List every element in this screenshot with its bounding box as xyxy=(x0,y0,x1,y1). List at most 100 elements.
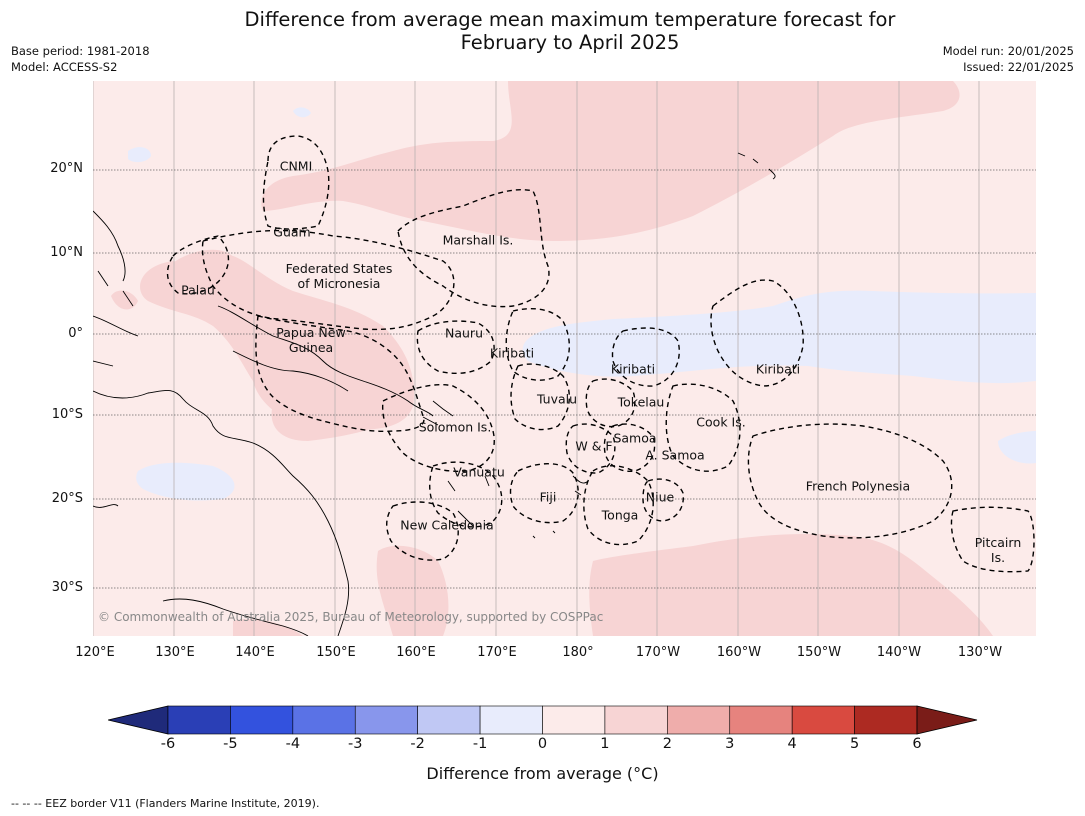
region-label-fsm: Federated States of Micronesia xyxy=(285,261,393,291)
region-label-solomon: Solomon Is. xyxy=(418,419,492,435)
region-label-niue: Niue xyxy=(645,489,675,505)
eez-fsm xyxy=(201,229,455,331)
eez-footnote: -- -- -- EEZ border V11 (Flanders Marine… xyxy=(11,797,320,810)
page-title: Difference from average mean maximum tem… xyxy=(0,8,1085,54)
colorbar-segment xyxy=(417,705,481,735)
eez-tonga xyxy=(583,465,654,546)
eez-solomon xyxy=(381,384,495,473)
eez-kiribati-west xyxy=(505,308,570,381)
colorbar-tick-label: -4 xyxy=(285,736,301,752)
lat-label-0: 0° xyxy=(68,326,83,341)
eez-samoa xyxy=(603,423,656,473)
base-period: Base period: 1981-2018 xyxy=(11,44,150,58)
new-guinea-south xyxy=(232,350,349,392)
eez-cnmi xyxy=(262,135,330,230)
colorbar-tick-label: 5 xyxy=(849,736,860,752)
colorbar-tick-label: -6 xyxy=(160,736,176,752)
region-label-cook: Cook Is. xyxy=(696,414,746,430)
lon-label-140w: 140°W xyxy=(876,645,922,660)
australia-west xyxy=(93,504,119,508)
region-label-marshall: Marshall Is. xyxy=(442,232,514,248)
eez-kiribati-east xyxy=(710,279,804,387)
colorbar-segment xyxy=(542,705,606,735)
warm-anomaly-png xyxy=(140,254,414,430)
lon-label-170w: 170°W xyxy=(635,645,681,660)
eez-marshall xyxy=(397,189,550,308)
colorbar-tick-label: 0 xyxy=(537,736,548,752)
philippines-coast xyxy=(93,210,134,307)
region-label-cnmi: CNMI xyxy=(279,158,313,174)
map-canvas xyxy=(93,81,1036,636)
region-label-pitcairn: Pitcairn Is. xyxy=(974,535,1022,565)
meta-right: Model run: 20/01/2025 Issued: 22/01/2025 xyxy=(943,43,1074,75)
colorbar-segment xyxy=(479,705,543,735)
region-label-tokelau: Tokelau xyxy=(617,394,665,410)
lon-label-140e: 140°E xyxy=(235,645,275,660)
vanuatu-islands xyxy=(447,475,490,527)
region-label-samoa: Samoa xyxy=(613,430,657,446)
region-label-vanuatu: Vanuatu xyxy=(453,464,505,480)
eez-borders xyxy=(166,135,1035,573)
title-line-2: February to April 2025 xyxy=(460,31,680,54)
warm-anomaly-philippines xyxy=(153,249,247,298)
model-run: Model run: 20/01/2025 xyxy=(942,44,1074,58)
region-label-kiribati-west: Kiribati xyxy=(489,345,535,361)
forecast-map: CNMI Guam Marshall Is. Federated States … xyxy=(93,81,1036,636)
colorbar-segment xyxy=(230,705,294,735)
cool-anomaly-equatorial xyxy=(522,290,1036,384)
colorbar-tick-label: -1 xyxy=(472,736,488,752)
colorbar-segment xyxy=(354,705,418,735)
colorbar-label: Difference from average (°C) xyxy=(426,764,659,783)
longitude-gridlines xyxy=(93,81,980,636)
copyright-notice: © Commonwealth of Australia 2025, Bureau… xyxy=(98,610,604,624)
eez-png xyxy=(255,315,425,433)
eez-new-caledonia xyxy=(386,501,459,561)
region-label-guam: Guam xyxy=(273,224,311,240)
lon-label-170e: 170°E xyxy=(477,645,517,660)
colorbar-tick-label: 3 xyxy=(725,736,735,752)
region-label-fiji: Fiji xyxy=(539,489,557,505)
lon-label-130w: 130°W xyxy=(957,645,1003,660)
new-guinea-coast xyxy=(217,305,434,417)
colorbar-tick-label: 6 xyxy=(912,736,922,752)
lon-label-150e: 150°E xyxy=(316,645,356,660)
colorbar-segments xyxy=(167,705,918,735)
eez-french-polynesia xyxy=(747,423,953,539)
eez-pitcairn xyxy=(950,506,1035,573)
cool-anomaly-small xyxy=(293,107,311,118)
eez-tuvalu xyxy=(510,363,570,431)
warm-anomaly-coral-sea xyxy=(271,386,413,441)
lat-label-20n: 20°N xyxy=(50,161,83,176)
colorbar-tick-label: -5 xyxy=(223,736,238,752)
colorbar-tick-label: -3 xyxy=(348,736,363,752)
eez-niue xyxy=(642,478,685,522)
eez-tokelau xyxy=(585,378,636,428)
coastlines xyxy=(93,152,776,636)
colorbar-segment xyxy=(854,705,918,735)
warm-anomaly-north xyxy=(261,81,960,241)
hawaii-islands xyxy=(737,152,776,180)
eez-palau xyxy=(166,235,230,295)
region-label-tonga: Tonga xyxy=(601,507,639,523)
borneo-coast xyxy=(93,315,139,367)
lon-label-120e: 120°E xyxy=(75,645,115,660)
eez-wallis-futuna xyxy=(565,423,616,474)
australia-coast xyxy=(93,389,350,636)
colorbar-segment xyxy=(667,705,731,735)
lat-label-10n: 10°N xyxy=(50,245,83,260)
warm-anomaly-south-aus xyxy=(233,619,303,636)
lon-label-130e: 130°E xyxy=(155,645,195,660)
warm-anomaly-borneo xyxy=(111,290,138,310)
colorbar-under-arrow xyxy=(108,705,169,735)
region-label-american-samoa: A. Samoa xyxy=(645,447,705,463)
cool-anomaly-australia xyxy=(136,462,235,501)
eez-fiji xyxy=(509,463,579,524)
region-label-kiribati-central: Kiribati xyxy=(610,361,656,377)
solomon-islands xyxy=(422,400,454,426)
colorbar-tick-label: 2 xyxy=(662,736,672,752)
region-label-palau: Palau xyxy=(181,282,215,298)
issued-date: Issued: 22/01/2025 xyxy=(963,60,1074,74)
colorbar-segment xyxy=(167,705,231,735)
eez-cook-islands xyxy=(665,383,741,472)
region-label-nauru: Nauru xyxy=(445,325,483,341)
